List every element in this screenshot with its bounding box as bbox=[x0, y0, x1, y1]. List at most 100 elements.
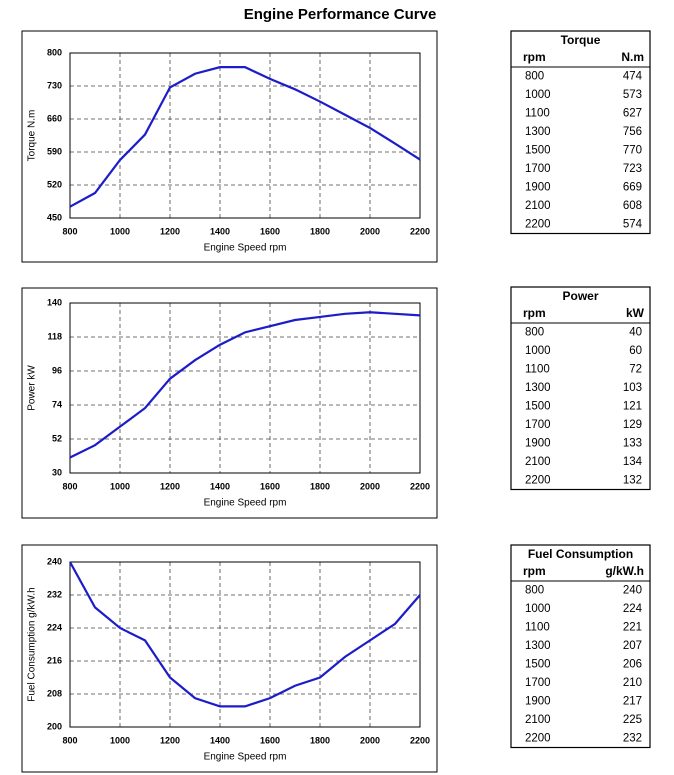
table-cell: 206 bbox=[623, 658, 642, 670]
y-tick-label: 660 bbox=[47, 113, 62, 123]
table-cell: 129 bbox=[623, 419, 642, 431]
table-cell: 1500 bbox=[525, 400, 551, 412]
x-tick-label: 2200 bbox=[410, 481, 430, 491]
plot-area bbox=[69, 302, 421, 474]
table-cell: 1000 bbox=[525, 89, 551, 101]
x-tick-label: 800 bbox=[62, 735, 77, 745]
x-tick-label: 1200 bbox=[160, 735, 180, 745]
page-title: Engine Performance Curve bbox=[244, 6, 437, 23]
table-cell: 1300 bbox=[525, 640, 551, 652]
x-tick-label: 1400 bbox=[210, 735, 230, 745]
table-cell: 1000 bbox=[525, 345, 551, 357]
x-tick-label: 2200 bbox=[410, 735, 430, 745]
table-cell: 2200 bbox=[525, 218, 551, 230]
y-axis-label: Power kW bbox=[27, 365, 38, 411]
table-cell: 2200 bbox=[525, 474, 551, 486]
table-cell: 121 bbox=[623, 400, 642, 412]
x-tick-label: 1200 bbox=[160, 481, 180, 491]
y-tick-label: 224 bbox=[47, 622, 62, 632]
x-tick-label: 1400 bbox=[210, 481, 230, 491]
table-title: Torque bbox=[561, 33, 601, 47]
x-tick-label: 1600 bbox=[260, 735, 280, 745]
table-cell: 756 bbox=[623, 126, 642, 138]
column-header: rpm bbox=[523, 50, 546, 64]
y-tick-label: 520 bbox=[47, 179, 62, 189]
table-cell: 1300 bbox=[525, 126, 551, 138]
table-cell: 2100 bbox=[525, 714, 551, 726]
x-tick-label: 1800 bbox=[310, 226, 330, 236]
table-cell: 723 bbox=[623, 163, 642, 175]
table-cell: 240 bbox=[623, 584, 642, 596]
y-tick-label: 800 bbox=[47, 47, 62, 57]
x-axis-label: Engine Speed rpm bbox=[204, 243, 287, 254]
column-header: N.m bbox=[621, 50, 644, 64]
table-cell: 1500 bbox=[525, 658, 551, 670]
y-tick-label: 450 bbox=[47, 212, 62, 222]
table-cell: 1900 bbox=[525, 695, 551, 707]
x-tick-label: 2200 bbox=[410, 226, 430, 236]
x-tick-label: 800 bbox=[62, 226, 77, 236]
table-cell: 210 bbox=[623, 677, 642, 689]
y-tick-label: 232 bbox=[47, 589, 62, 599]
table-cell: 1700 bbox=[525, 163, 551, 175]
table-cell: 1100 bbox=[525, 363, 550, 375]
x-axis-label: Engine Speed rpm bbox=[204, 752, 287, 763]
column-header: kW bbox=[626, 306, 645, 320]
x-tick-label: 1400 bbox=[210, 226, 230, 236]
y-tick-label: 118 bbox=[47, 331, 62, 341]
table-cell: 133 bbox=[623, 437, 642, 449]
column-header: rpm bbox=[523, 306, 546, 320]
chart-frame bbox=[21, 287, 438, 519]
table-cell: 232 bbox=[623, 732, 642, 744]
x-tick-label: 1000 bbox=[110, 226, 130, 236]
table-cell: 669 bbox=[623, 181, 642, 193]
data-line bbox=[69, 66, 421, 208]
y-tick-label: 730 bbox=[47, 80, 62, 90]
table-cell: 800 bbox=[525, 70, 544, 82]
data-line bbox=[69, 561, 421, 708]
table-cell: 1900 bbox=[525, 437, 551, 449]
table-frame bbox=[510, 286, 651, 491]
chart-frame bbox=[21, 30, 438, 263]
y-tick-label: 30 bbox=[52, 467, 62, 477]
table-frame bbox=[510, 544, 651, 749]
x-tick-label: 1800 bbox=[310, 735, 330, 745]
table-cell: 474 bbox=[623, 70, 643, 82]
chart-frame bbox=[21, 544, 438, 773]
table-cell: 1000 bbox=[525, 603, 551, 615]
table-cell: 217 bbox=[623, 695, 642, 707]
y-tick-label: 208 bbox=[47, 688, 62, 698]
table-cell: 2200 bbox=[525, 732, 551, 744]
y-tick-label: 590 bbox=[47, 146, 62, 156]
table-cell: 1300 bbox=[525, 382, 551, 394]
x-tick-label: 1800 bbox=[310, 481, 330, 491]
column-header: rpm bbox=[523, 564, 546, 578]
y-tick-label: 200 bbox=[47, 721, 62, 731]
y-tick-label: 240 bbox=[47, 556, 62, 566]
table-cell: 1700 bbox=[525, 677, 551, 689]
table-cell: 225 bbox=[623, 714, 642, 726]
y-tick-label: 216 bbox=[47, 655, 62, 665]
table-cell: 40 bbox=[629, 326, 642, 338]
table-cell: 207 bbox=[623, 640, 642, 652]
data-line bbox=[69, 311, 421, 459]
plot-area bbox=[69, 52, 421, 219]
plot-area bbox=[69, 561, 421, 728]
x-tick-label: 2000 bbox=[360, 226, 380, 236]
table-cell: 1100 bbox=[525, 621, 550, 633]
x-tick-label: 1000 bbox=[110, 735, 130, 745]
table-cell: 60 bbox=[629, 345, 642, 357]
y-tick-label: 140 bbox=[47, 297, 62, 307]
table-cell: 221 bbox=[623, 621, 642, 633]
y-tick-label: 52 bbox=[52, 433, 62, 443]
y-axis-label: Fuel Consumption g/kW.h bbox=[27, 587, 38, 702]
table-cell: 134 bbox=[623, 456, 643, 468]
table-frame bbox=[510, 30, 651, 235]
table-cell: 574 bbox=[623, 218, 643, 230]
x-tick-label: 2000 bbox=[360, 481, 380, 491]
y-tick-label: 96 bbox=[52, 365, 62, 375]
table-cell: 2100 bbox=[525, 456, 551, 468]
x-tick-label: 2000 bbox=[360, 735, 380, 745]
table-title: Power bbox=[562, 289, 598, 303]
